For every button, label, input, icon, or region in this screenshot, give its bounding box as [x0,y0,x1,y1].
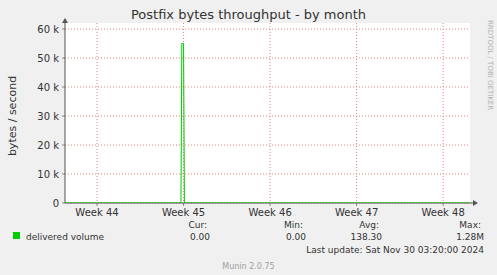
background [0,0,497,275]
legend-swatch [13,232,20,239]
stat-header: Max: [459,220,481,230]
plot-area [65,23,470,203]
tick-label: 60 k [37,24,59,35]
axis-arrow [62,18,68,23]
tick-label: 30 k [37,111,59,122]
grid-line [65,58,470,59]
grid-line [65,29,470,30]
stat-value: 0.00 [190,232,210,242]
grid-line [65,174,470,175]
stat-value: 1.28M [456,232,484,242]
tick-label: Week 44 [75,207,118,218]
grid-line [65,87,470,88]
axis-arrow [473,200,478,206]
stat-value: 0.00 [286,232,306,242]
grid-line [270,23,271,203]
stat-header: Min: [284,220,303,230]
series-group [65,44,470,204]
grid-line [65,116,470,117]
tick-label: 40 k [37,82,59,93]
grid-line [65,145,470,146]
tick-label: Week 46 [248,207,291,218]
footer: Munin 2.0.75 [222,262,274,271]
tick-label: Week 45 [162,207,205,218]
tick-label: 10 k [37,169,59,180]
tick-label: 0 [53,198,59,209]
stat-header: Cur: [188,220,207,230]
tick-label: 20 k [37,140,59,151]
last-update: Last update: Sat Nov 30 03:20:00 2024 [306,245,484,255]
grid-line [356,23,357,203]
stat-header: Avg: [359,220,379,230]
series-line [65,44,470,204]
chart: Postfix bytes throughput - by month bytes… [0,0,497,275]
grid-line [443,23,444,203]
grid-line [97,23,98,203]
tick-label: Week 47 [335,207,378,218]
tick-label: 50 k [37,53,59,64]
y-axis [65,21,66,203]
stat-value: 138.30 [351,232,383,242]
legend-label: delivered volume [26,232,105,242]
watermark: RRDTOOL / TOBI OETIKER [486,20,494,110]
title: Postfix bytes throughput - by month [131,7,366,22]
y-label: bytes / second [6,76,19,156]
tick-label: Week 48 [422,207,465,218]
